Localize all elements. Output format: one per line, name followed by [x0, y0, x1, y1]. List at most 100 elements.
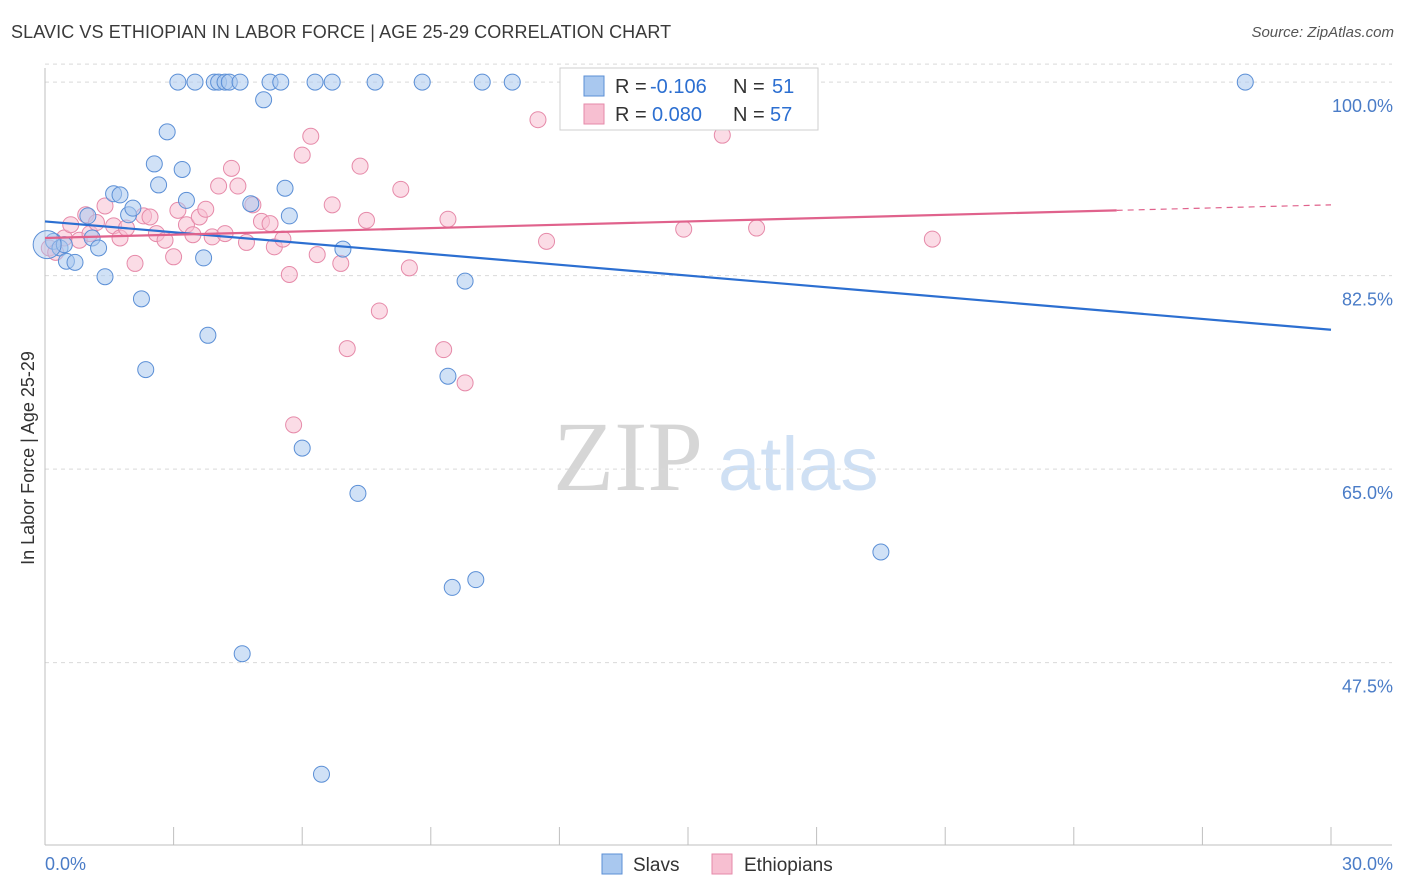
ethiopians-point: [285, 416, 303, 434]
slavs-point: [366, 73, 384, 91]
ethiopians-point: [675, 220, 693, 238]
ethiopians-point: [392, 180, 410, 198]
ethiopians-point: [126, 254, 144, 272]
slavs-point: [443, 578, 461, 596]
y-tick-label: 47.5%: [1342, 677, 1393, 697]
bottom-legend-ethiopians: Ethiopians: [744, 855, 833, 876]
slavs-point: [145, 155, 163, 173]
x-tick-labels: 0.0% 30.0%: [45, 854, 1393, 874]
legend-slavs-r-label: R =: [615, 76, 647, 98]
slavs-point: [872, 543, 890, 561]
slavs-point: [231, 73, 249, 91]
slavs-point: [111, 186, 129, 204]
slavs-point: [272, 73, 290, 91]
bottom-legend-swatch-slavs: [601, 853, 623, 875]
legend-slavs-n-label: N =: [733, 76, 765, 98]
ethiopians-point: [197, 200, 215, 218]
ethiopians-point: [229, 177, 247, 195]
ethiopians-point: [400, 259, 418, 277]
bottom-legend: Slavs Ethiopians: [601, 853, 833, 876]
slavs-point: [124, 199, 142, 217]
slavs-point: [323, 73, 341, 91]
slavs-point-cluster: [32, 230, 62, 260]
ethiopians-point: [529, 111, 547, 129]
slavs-point: [90, 239, 108, 257]
legend-ethiopians-r-label: R =: [615, 104, 647, 126]
bottom-legend-slavs: Slavs: [633, 855, 679, 876]
slavs-point: [242, 195, 260, 213]
ethiopians-point: [370, 302, 388, 320]
ethiopians-point: [338, 340, 356, 358]
slavs-point: [439, 367, 457, 385]
slavs-point: [96, 268, 114, 286]
legend-slavs-r-value: -0.106: [650, 76, 707, 98]
legend: R = -0.106 N = 51 R = 0.080 N = 57: [559, 67, 819, 131]
legend-ethiopians-r-value: 0.080: [652, 104, 702, 126]
chart-title: SLAVIC VS ETHIOPIAN IN LABOR FORCE | AGE…: [11, 22, 672, 42]
ethiopians-point: [332, 254, 350, 272]
ethiopians-point: [293, 146, 311, 164]
ethiopians-point: [923, 230, 941, 248]
ethiopians-point: [358, 211, 375, 229]
slavs-point: [255, 91, 273, 109]
legend-slavs-n-value: 51: [772, 76, 794, 98]
watermark: ZIP atlas: [553, 401, 879, 512]
ethiopians-point: [261, 215, 279, 233]
slavs-point: [467, 571, 485, 589]
slavs-point: [306, 73, 324, 91]
ethiopians-point: [302, 127, 320, 145]
ethiopians-point: [439, 210, 457, 228]
grid-lines: [45, 63, 1392, 664]
trend-lines: [44, 204, 1332, 331]
source-label: Source: ZipAtlas.com: [1251, 24, 1394, 41]
slavs-point: [177, 191, 195, 209]
ethiopians-point: [323, 196, 341, 214]
legend-swatch-ethiopians: [583, 103, 605, 125]
slavs-point: [349, 484, 367, 502]
slavs-point: [79, 207, 97, 225]
slavs-point: [413, 73, 431, 91]
ethiopians-points: [40, 111, 941, 434]
y-axis-title: In Labor Force | Age 25-29: [18, 351, 38, 565]
legend-ethiopians-n-label: N =: [733, 104, 765, 126]
ethiopians-point: [274, 230, 292, 248]
ethiopians-point: [456, 374, 474, 392]
slavs-point: [186, 73, 204, 91]
bottom-legend-swatch-ethiopians: [711, 853, 733, 875]
slavs-point: [169, 73, 187, 91]
ethiopians-point: [280, 265, 298, 283]
slavs-points: [32, 73, 1254, 783]
ethiopians-point: [748, 219, 766, 237]
slavs-point: [132, 290, 150, 308]
y-tick-label: 82.5%: [1342, 290, 1393, 310]
slavs-point: [456, 272, 474, 290]
ethiopians-point: [538, 232, 556, 250]
axes: [44, 68, 1392, 846]
ethiopians-trend-line: [44, 209, 1117, 240]
slavs-trend-line: [44, 220, 1332, 331]
legend-swatch-slavs: [583, 75, 605, 97]
slavs-point: [137, 361, 155, 379]
watermark-atlas: atlas: [718, 422, 879, 507]
y-tick-label: 65.0%: [1342, 483, 1393, 503]
slavs-point: [293, 439, 311, 457]
slavs-point: [1236, 73, 1254, 91]
slavs-point: [276, 179, 294, 197]
ethiopians-point: [435, 341, 453, 359]
slavs-point: [199, 326, 217, 344]
slavs-point: [233, 645, 251, 663]
x-tick-label-min: 0.0%: [45, 854, 86, 874]
slavs-point: [158, 123, 176, 141]
ethiopians-point: [222, 159, 240, 177]
y-tick-labels: 47.5% 65.0% 82.5% 100.0%: [1332, 96, 1393, 696]
ethiopians-point: [96, 197, 114, 215]
ethiopians-point: [165, 248, 183, 266]
ethiopians-point: [210, 177, 228, 195]
ethiopians-point: [351, 157, 369, 175]
slavs-point: [280, 207, 298, 225]
y-tick-label: 100.0%: [1332, 96, 1393, 116]
ethiopians-trend-extension: [1116, 204, 1332, 211]
slavs-point: [195, 249, 213, 267]
slavs-point: [66, 253, 84, 271]
